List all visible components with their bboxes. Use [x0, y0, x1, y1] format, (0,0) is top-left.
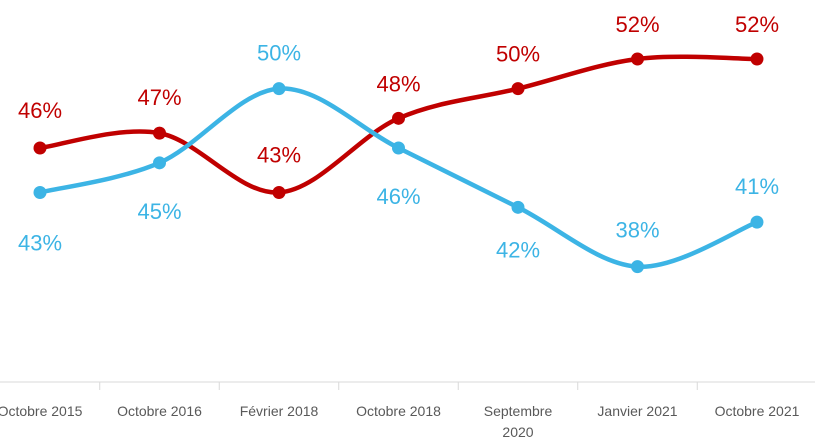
- point: [272, 82, 286, 96]
- value-label: 46%: [376, 184, 420, 209]
- point: [750, 52, 764, 66]
- x-tick-label: Octobre 2016: [117, 403, 202, 419]
- value-label: 50%: [257, 41, 301, 66]
- value-label: 43%: [18, 230, 62, 255]
- point: [511, 200, 525, 214]
- x-tick-label: Février 2018: [240, 403, 319, 419]
- value-label: 46%: [18, 98, 62, 123]
- x-tick-label: Janvier 2021: [597, 403, 677, 419]
- point: [631, 52, 644, 66]
- point: [33, 141, 47, 155]
- x-tick-label: Septembre 2020: [484, 403, 553, 440]
- point: [153, 156, 166, 170]
- point: [153, 126, 166, 140]
- x-tick-label: Octobre 2018: [356, 403, 441, 419]
- x-tick-label: Octobre 2021: [715, 403, 800, 419]
- value-label: 52%: [615, 12, 659, 37]
- point: [631, 260, 644, 274]
- value-label: 50%: [496, 42, 540, 67]
- point: [392, 141, 405, 155]
- value-label: 45%: [137, 199, 181, 224]
- value-label: 47%: [137, 85, 181, 110]
- value-label: 38%: [615, 218, 659, 243]
- value-label: 48%: [376, 71, 420, 96]
- point: [272, 185, 286, 199]
- value-label: 43%: [257, 142, 301, 167]
- point: [33, 185, 47, 199]
- x-tick-label: Octobre 2015: [0, 403, 83, 419]
- value-label: 41%: [735, 174, 779, 199]
- value-label: 42%: [496, 237, 540, 262]
- point: [511, 82, 525, 96]
- value-label: 52%: [735, 12, 779, 37]
- point: [750, 215, 764, 229]
- point: [392, 111, 405, 125]
